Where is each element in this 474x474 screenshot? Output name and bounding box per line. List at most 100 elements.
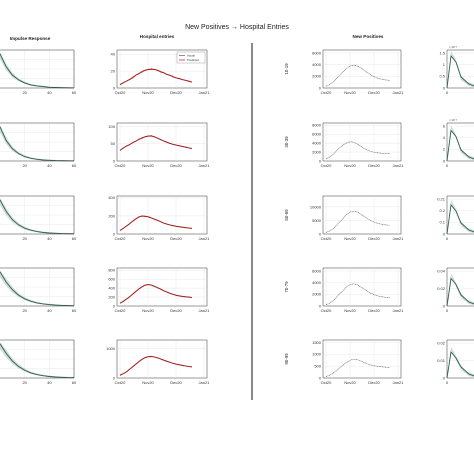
age-group-label: 70-79 (284, 281, 289, 293)
y-tick-label: 0.2 (439, 208, 445, 213)
axis-box (0, 122, 75, 162)
x-tick-label: Jan21 (199, 163, 211, 168)
y-tick-label: 0 (443, 375, 446, 380)
age-group-label: 10-19 (284, 63, 289, 75)
x-tick-label: 0 (446, 236, 449, 241)
x-tick-label: 40 (47, 236, 52, 241)
irf-line (446, 129, 474, 162)
x-tick-label: Dec20 (368, 380, 380, 385)
y-tick-label: 1000 (312, 352, 322, 357)
y-tick-label: 2 (443, 147, 446, 152)
x-tick-label: Dec20 (170, 308, 182, 313)
age-group-label: 50-59 (284, 209, 289, 221)
actual-line (119, 356, 193, 376)
x-tick-label: Oct20 (321, 380, 332, 385)
x-tick-label: Dec20 (368, 308, 380, 313)
x-tick-label: 60 (72, 380, 77, 385)
irf-right-panel: 0 0.01 0.02 0 (437, 339, 474, 385)
y-tick-label: 200 (108, 294, 115, 299)
y-tick-label: 0 (319, 303, 322, 308)
x-tick-label: Dec20 (368, 236, 380, 241)
y-tick-label: 0 (443, 231, 446, 236)
y-tick-label: 0.02 (437, 340, 446, 345)
y-tick-label: 50 (111, 141, 116, 146)
y-tick-label: 0.04 (437, 268, 446, 273)
y-tick-label: 2000 (312, 74, 322, 79)
x-tick-label: 0 (446, 163, 449, 168)
y-tick-label: 0.02 (437, 286, 446, 291)
hospital-panel: 0 1000 Oct20 Nov20 Dec20 Jan21 (106, 339, 210, 385)
y-tick-label: 8000 (312, 123, 322, 128)
y-tick-label: 0 (319, 375, 322, 380)
x-tick-label: Jan21 (199, 308, 211, 313)
y-tick-label: 1500 (312, 340, 322, 345)
y-tick-label: 4000 (312, 62, 322, 67)
axis-box (446, 122, 474, 162)
x-tick-label: 0 (446, 380, 449, 385)
y-tick-label: 40 (111, 52, 116, 57)
x-tick-label: 60 (72, 90, 77, 95)
y-tick-label: 0.21 (437, 196, 446, 201)
x-tick-label: Nov20 (142, 380, 154, 385)
y-tick-label: 0 (319, 231, 322, 236)
x-tick-label: Jan21 (199, 90, 211, 95)
x-tick-label: Oct20 (115, 163, 126, 168)
y-tick-label: 400 (108, 195, 115, 200)
axis-box (0, 195, 75, 235)
y-tick-label: 4000 (312, 141, 322, 146)
new-positives-line (325, 210, 391, 233)
axis-box (116, 195, 208, 235)
axis-box (446, 339, 474, 379)
x-tick-label: Dec20 (170, 380, 182, 385)
x-tick-label: Dec20 (170, 163, 182, 168)
x-tick-label: 60 (72, 236, 77, 241)
irf-left-panel: 20 40 60 (0, 267, 77, 313)
y-tick-label: 4 (443, 135, 446, 140)
x-tick-label: Oct20 (321, 163, 332, 168)
axis-box (0, 339, 75, 379)
irf-band (0, 125, 74, 161)
y-tick-label: 400 (108, 286, 115, 291)
actual-line (119, 68, 193, 85)
y-tick-label: 0 (113, 158, 116, 163)
new-positives-panel: 30-39 0 2000 4000 6000 8000 Oct20 Nov20 Dec20 Jan… (284, 123, 404, 168)
x-tick-label: Jan21 (199, 236, 211, 241)
y-tick-label: 0.5 (439, 74, 445, 79)
irf-line (446, 350, 474, 379)
x-tick-label: 20 (22, 163, 27, 168)
x-tick-label: Nov20 (142, 90, 154, 95)
y-tick-label: 0 (319, 85, 322, 90)
age-group-label: 30-39 (284, 136, 289, 148)
y-tick-label: 0 (443, 303, 446, 308)
axis-box (0, 49, 75, 89)
y-tick-label: 0.1 (439, 220, 445, 225)
irf-band (0, 198, 74, 234)
y-tick-label: 600 (108, 277, 115, 282)
new-positives-panel: 10-19 0 2000 4000 6000 Oct20 Nov20 Dec20 Jan21 (284, 49, 404, 95)
x-tick-label: Nov20 (344, 90, 356, 95)
hospital-panel: 0 200 400 600 800 Oct20 Nov20 Dec20 Jan21 (108, 268, 210, 313)
actual-line (119, 135, 193, 151)
irf-right-panel: 0 0.5 1 1.5 × 10⁻³ 0 (439, 45, 474, 95)
irf-line (0, 126, 75, 162)
x-tick-label: Oct20 (115, 380, 126, 385)
y-tick-label: 2000 (312, 292, 322, 297)
x-tick-label: Jan21 (393, 308, 405, 313)
x-tick-label: 60 (72, 163, 77, 168)
irf-band (0, 52, 74, 88)
legend-predicted-label: Predicted (187, 58, 199, 62)
axis-box (116, 122, 208, 162)
x-tick-label: Dec20 (368, 163, 380, 168)
y-tick-label: 0 (113, 85, 116, 90)
y-tick-label: 200 (108, 213, 115, 218)
hospital-entries-header: Hospital entries (140, 34, 175, 39)
x-tick-label: Dec20 (170, 90, 182, 95)
axis-box (322, 267, 402, 307)
x-tick-label: Nov20 (142, 163, 154, 168)
irf-line (0, 343, 75, 379)
y-tick-label: 0 (113, 231, 116, 236)
legend-actual-label: Actual (187, 54, 195, 58)
axis-box (322, 339, 402, 379)
hospital-panel: 0 50 100 Oct20 Nov20 Dec20 Jan21 (108, 122, 211, 168)
axis-box (446, 195, 474, 235)
